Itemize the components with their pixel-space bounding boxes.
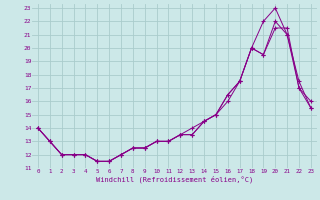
X-axis label: Windchill (Refroidissement éolien,°C): Windchill (Refroidissement éolien,°C): [96, 175, 253, 183]
